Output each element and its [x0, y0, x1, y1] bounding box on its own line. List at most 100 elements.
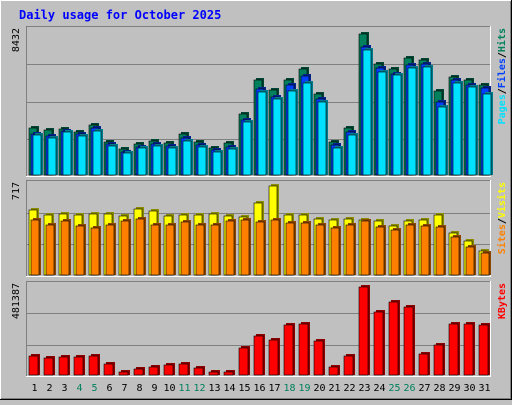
- bar-pages: [317, 101, 327, 176]
- bar-kbytes: [268, 339, 279, 376]
- bar-sites: [450, 236, 460, 276]
- bar-kbytes-day-21: [328, 365, 340, 376]
- bar-kbytes: [118, 371, 129, 376]
- bar-pages: [197, 146, 207, 176]
- bar-kbytes: [208, 371, 219, 376]
- panel-1-max-label: 8432: [11, 28, 22, 52]
- bar-kbytes: [298, 323, 309, 376]
- bar-sites-day-25: [390, 228, 401, 276]
- bar-pages-day-2: [47, 136, 58, 176]
- bar-kbytes: [343, 355, 354, 376]
- bar-sites: [210, 224, 220, 276]
- bar-pages-day-15: [242, 120, 253, 176]
- bar-pages-day-3: [62, 130, 73, 176]
- bar-sites-day-20: [315, 223, 326, 276]
- bar-sites: [180, 221, 190, 276]
- x-tick-day-16: 16: [253, 383, 265, 394]
- bar-sites-day-28: [435, 225, 446, 276]
- x-tick-day-18: 18: [283, 383, 295, 394]
- bar-sites: [345, 224, 355, 276]
- bar-pages-day-28: [437, 105, 448, 176]
- bar-pages: [392, 74, 402, 176]
- bar-kbytes: [73, 356, 84, 376]
- bar-sites-day-1: [30, 218, 41, 276]
- bar-sites: [105, 224, 115, 276]
- legend-sites: Sites: [496, 224, 508, 254]
- bar-kbytes-day-25: [388, 300, 400, 376]
- x-tick-day-13: 13: [208, 383, 220, 394]
- x-tick-labels: 1 2 3 4 5 6 7 8 9 10 11 12 13 14 15 16 17 18 19 20 21 22 23 24 2…: [31, 383, 490, 394]
- bar-sites-day-3: [60, 219, 71, 276]
- bar-sites-day-16: [255, 220, 266, 276]
- x-tick-day-7: 7: [121, 383, 127, 394]
- panel-2-max-label: 717: [11, 182, 22, 200]
- x-tick-day-8: 8: [136, 383, 142, 394]
- bar-pages-day-11: [182, 139, 193, 176]
- bar-sites: [165, 224, 175, 276]
- bar-kbytes-day-12: [193, 366, 205, 376]
- bar-pages: [452, 82, 462, 176]
- bar-pages: [137, 147, 147, 176]
- bar-kbytes: [148, 366, 159, 376]
- x-tick-day-22: 22: [343, 383, 355, 394]
- bar-pages: [167, 147, 177, 176]
- bar-sites-day-7: [120, 219, 131, 276]
- bar-sites: [330, 227, 340, 276]
- bar-pages: [407, 67, 417, 176]
- bar-kbytes: [223, 371, 234, 376]
- bar-sites-day-14: [225, 219, 236, 276]
- bar-pages-day-22: [347, 133, 358, 176]
- bar-kbytes-day-29: [448, 322, 460, 376]
- bar-pages-day-30: [467, 85, 478, 176]
- bar-pages-day-8: [137, 146, 148, 176]
- bar-sites: [435, 226, 445, 276]
- bar-sites-day-22: [345, 223, 356, 276]
- bar-kbytes: [388, 301, 399, 376]
- x-tick-day-30: 30: [463, 383, 475, 394]
- bar-sites-day-4: [75, 224, 86, 276]
- bar-kbytes-day-26: [403, 305, 415, 376]
- bar-sites-day-12: [195, 223, 206, 276]
- bar-sites: [465, 246, 475, 276]
- bar-kbytes-day-19: [298, 322, 310, 376]
- bar-pages-day-26: [407, 66, 418, 176]
- bar-sites: [285, 222, 295, 276]
- bar-kbytes: [163, 364, 174, 376]
- bar-pages: [422, 66, 432, 176]
- bar-sites-day-10: [165, 223, 176, 276]
- bar-kbytes: [448, 323, 459, 376]
- bar-kbytes-day-18: [283, 323, 295, 376]
- legend-hits: Hits: [496, 28, 508, 52]
- bar-kbytes-day-4: [73, 355, 85, 376]
- bar-pages-day-20: [317, 100, 328, 176]
- bar-pages-day-25: [392, 73, 403, 176]
- bar-pages-day-12: [197, 145, 208, 176]
- bar-pages: [212, 151, 222, 176]
- bar-sites-day-13: [210, 223, 221, 276]
- bar-kbytes-day-23: [358, 285, 370, 376]
- bar-kbytes-day-20: [313, 339, 325, 376]
- bar-kbytes-day-24: [373, 310, 385, 376]
- bar-kbytes: [373, 311, 384, 376]
- bar-kbytes-day-22: [343, 354, 355, 376]
- x-tick-day-1: 1: [31, 383, 37, 394]
- x-tick-day-10: 10: [163, 383, 175, 394]
- bar-pages: [482, 93, 492, 176]
- bar-kbytes-day-8: [133, 367, 145, 376]
- x-tick-day-27: 27: [418, 383, 430, 394]
- bar-sites-day-29: [450, 235, 461, 276]
- bar-sites: [300, 222, 310, 276]
- x-tick-day-3: 3: [61, 383, 67, 394]
- bar-pages: [182, 140, 192, 176]
- bar-pages-day-4: [77, 134, 88, 176]
- bar-pages: [107, 145, 117, 176]
- bar-kbytes: [313, 340, 324, 376]
- bar-pages-day-19: [302, 81, 313, 176]
- legend-visits: Visits: [496, 182, 508, 218]
- bar-kbytes: [463, 323, 474, 376]
- bar-kbytes-day-30: [463, 322, 475, 376]
- bar-kbytes-day-27: [418, 352, 430, 376]
